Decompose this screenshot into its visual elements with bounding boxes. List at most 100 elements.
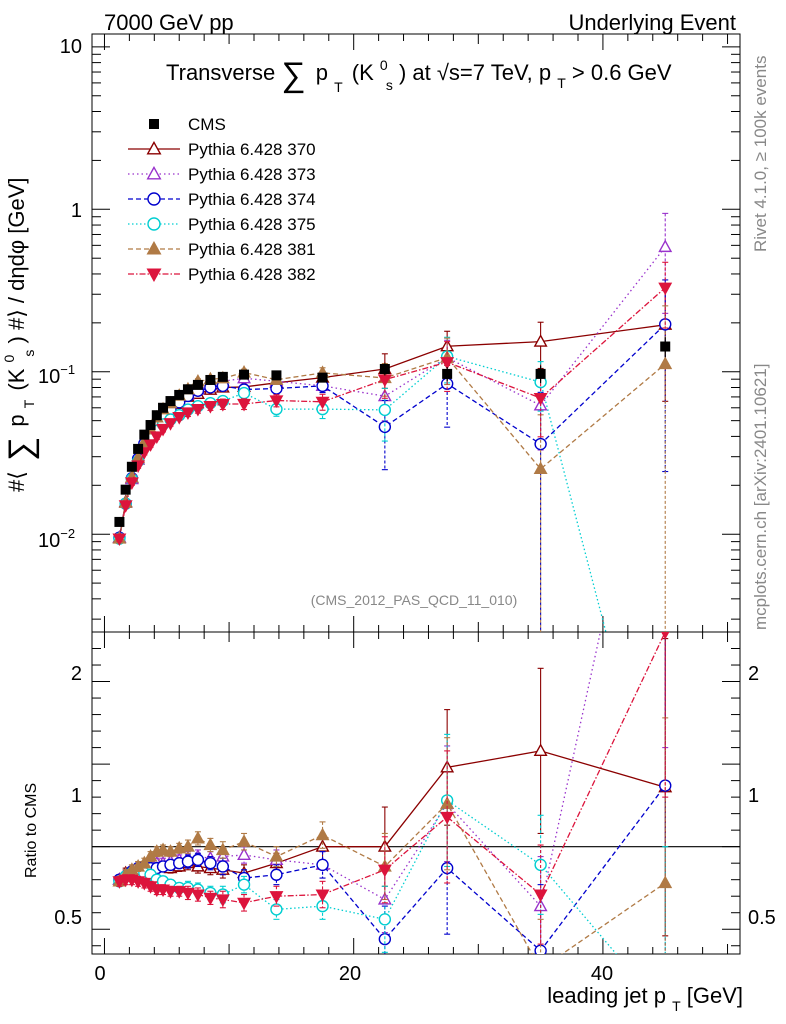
ratio-point-pythia-6-428-381 — [215, 842, 230, 856]
ratio-point-pythia-6-428-381 — [658, 875, 673, 889]
analysis-watermark: (CMS_2012_PAS_QCD_11_010) — [311, 592, 518, 608]
legend-label-cms: CMS — [188, 115, 226, 134]
point-pythia-6-428-382 — [203, 401, 218, 414]
ratio-tick-label-right-1: 1 — [748, 785, 759, 807]
point-pythia-6-428-382 — [180, 407, 195, 420]
point-pythia-6-428-370 — [533, 334, 548, 347]
ratio-point-pythia-6-428-382 — [163, 886, 178, 899]
point-pythia-6-428-382 — [237, 398, 251, 412]
ratio-tick-label-0.5: 0.5 — [54, 907, 82, 929]
svg-text:10−2: 10−2 — [38, 526, 75, 552]
cms-point — [660, 341, 671, 352]
cms-point — [317, 372, 328, 383]
ratio-point-pythia-6-428-381 — [237, 834, 251, 847]
point-pythia-6-428-381 — [658, 356, 673, 370]
ratio-point-pythia-6-428-381 — [203, 837, 218, 851]
point-pythia-6-428-382 — [190, 403, 205, 417]
ratio-point-pythia-6-428-374 — [204, 856, 217, 870]
cms-point — [217, 371, 228, 382]
point-pythia-6-428-381 — [533, 461, 548, 475]
ratio-point-pythia-6-428-381 — [190, 830, 205, 844]
cms-point — [165, 396, 176, 407]
x-axis-label: leading jet p T [GeV] — [547, 983, 743, 1016]
cms-point — [192, 379, 203, 390]
point-pythia-6-428-382 — [112, 533, 127, 547]
chart-title: Transverse ∑ p T (K 0 s ) at √s=7 TeV, p… — [166, 56, 672, 95]
y-axis-label-top: #⟨ ∑ p T (K 0 s ) #⟩ / dηdφ [GeV] — [1, 178, 40, 493]
point-pythia-6-428-382 — [269, 395, 284, 409]
top-plot-area — [112, 212, 673, 632]
cms-point — [151, 410, 162, 421]
legend-marker-pythia-6-428-381 — [146, 240, 162, 255]
header-right: Underlying Event — [568, 10, 736, 35]
ratio-point-pythia-6-428-374 — [316, 858, 329, 872]
ratio-point-pythia-6-428-381 — [156, 842, 170, 856]
ratio-point-pythia-6-428-382 — [315, 889, 330, 903]
y-axis-label-ratio: Ratio to CMS — [23, 783, 40, 878]
legend-label-pythia-6-428-375: Pythia 6.428 375 — [188, 215, 316, 234]
series-line-pythia-6-428-374 — [118, 323, 666, 538]
legend-marker-pythia-6-428-375 — [147, 217, 161, 231]
point-pythia-6-428-382 — [124, 477, 139, 491]
cms-point — [379, 363, 390, 374]
y-tick-label-1: 1 — [71, 200, 82, 222]
ratio-point-pythia-6-428-382 — [440, 811, 455, 825]
point-pythia-6-428-382 — [658, 282, 673, 296]
header-left: 7000 GeV pp — [104, 10, 234, 35]
x-tick-label-0: 0 — [94, 963, 105, 985]
ratio-point-pythia-6-428-374 — [270, 868, 283, 881]
ratio-point-pythia-6-428-381 — [180, 839, 195, 852]
point-pythia-6-428-382 — [440, 357, 455, 370]
cms-point — [120, 484, 131, 495]
rivet-label: Rivet 4.1.0, ≥ 100k events — [751, 56, 770, 252]
point-pythia-6-428-382 — [163, 418, 178, 431]
cms-point — [139, 429, 150, 440]
legend-label-pythia-6-428-370: Pythia 6.428 370 — [188, 140, 316, 159]
ratio-point-pythia-6-428-374 — [191, 853, 205, 867]
legend-marker-pythia-6-428-370 — [146, 140, 162, 155]
cms-point — [126, 461, 137, 472]
ratio-line-pythia-6-428-373 — [119, 632, 602, 908]
point-pythia-6-428-382 — [149, 431, 164, 444]
ratio-point-pythia-6-428-374 — [216, 860, 230, 873]
ratio-point-pythia-6-428-382 — [269, 891, 284, 904]
cms-point — [158, 402, 169, 413]
ratio-panel-frame — [91, 631, 741, 955]
ratio-point-pythia-6-428-382 — [203, 892, 218, 906]
point-pythia-6-428-375 — [378, 403, 392, 417]
ratio-point-pythia-6-428-382 — [237, 897, 251, 911]
ratio-point-pythia-6-428-374 — [181, 855, 195, 868]
x-tick-label-40: 40 — [591, 963, 613, 985]
legend-marker-cms — [149, 119, 159, 129]
cms-point — [205, 374, 216, 385]
y-tick-label-10: 10 — [60, 36, 82, 58]
series-line-pythia-6-428-370 — [118, 324, 666, 538]
point-pythia-6-428-382 — [172, 412, 187, 425]
ratio-tick-label-1: 1 — [71, 785, 82, 807]
legend-label-pythia-6-428-381: Pythia 6.428 381 — [188, 240, 316, 259]
ratio-point-pythia-6-428-381 — [137, 855, 152, 869]
x-tick-label-20: 20 — [339, 963, 361, 985]
point-pythia-6-428-382 — [315, 396, 330, 410]
ratio-point-pythia-6-428-382 — [190, 889, 205, 903]
point-pythia-6-428-374 — [378, 420, 392, 434]
cms-point — [133, 443, 144, 454]
ratio-point-pythia-6-428-382 — [180, 887, 195, 901]
cms-point — [535, 368, 546, 379]
point-pythia-6-428-375 — [237, 386, 251, 400]
legend-label-pythia-6-428-382: Pythia 6.428 382 — [188, 265, 316, 284]
ratio-tick-label-right-2: 2 — [748, 663, 759, 685]
ratio-point-pythia-6-428-381 — [535, 963, 547, 973]
svg-text:leading jet p T [: leading jet p T [GeV] — [547, 983, 743, 1016]
point-pythia-6-428-382 — [156, 423, 170, 437]
y-tick-label-0.01: 10−2 — [38, 526, 75, 552]
point-pythia-6-428-374 — [534, 437, 547, 451]
ratio-point-pythia-6-428-375 — [237, 878, 251, 891]
legend-label-pythia-6-428-374: Pythia 6.428 374 — [188, 190, 316, 209]
ratio-point-pythia-6-428-373 — [237, 847, 251, 861]
point-pythia-6-428-382 — [533, 392, 548, 406]
cms-point — [182, 384, 193, 395]
ratio-tick-label-2: 2 — [71, 663, 82, 685]
ratio-point-pythia-6-428-375 — [378, 913, 392, 926]
